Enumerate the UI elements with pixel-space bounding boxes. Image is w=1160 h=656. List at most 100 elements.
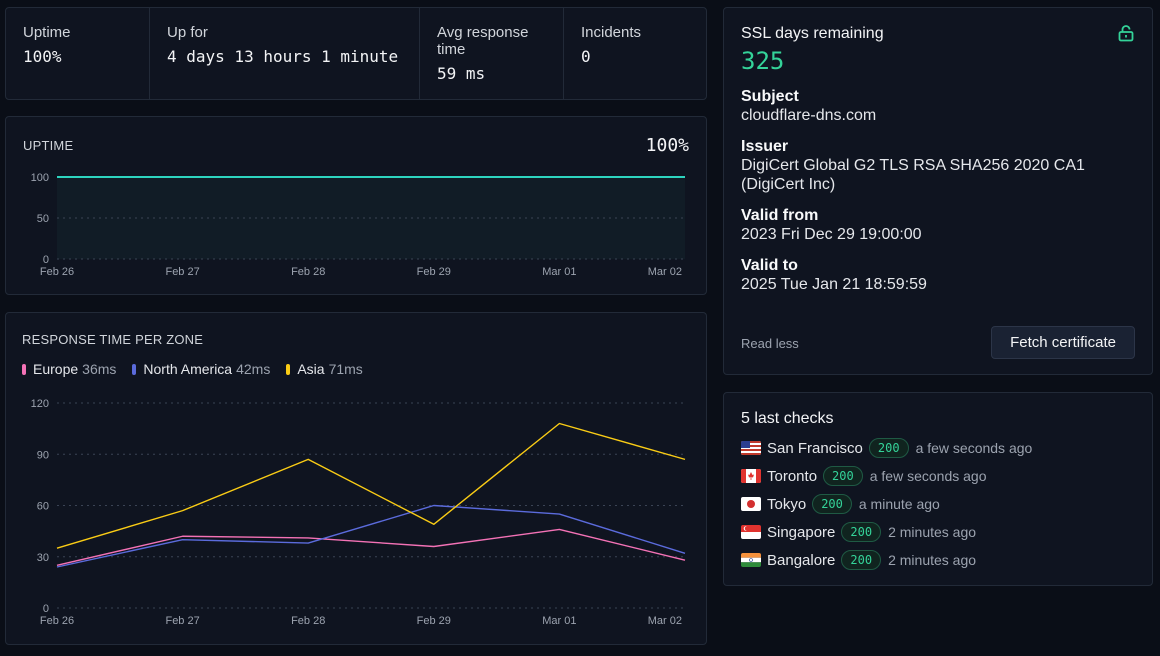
stat-incidents: Incidents 0: [564, 8, 706, 99]
stats-bar: Uptime 100% Up for 4 days 13 hours 1 min…: [5, 7, 707, 100]
status-badge: 200: [823, 466, 863, 486]
y-tick-label: 0: [43, 254, 49, 266]
us-flag-icon: [741, 441, 761, 455]
field-key: Valid from: [741, 207, 819, 224]
field-subject: Subject cloudflare-dns.com: [741, 87, 1135, 125]
list-item: Toronto 200 a few seconds ago: [741, 462, 1135, 490]
response-title: RESPONSE TIME PER ZONE: [22, 332, 204, 347]
north-america-line: [56, 504, 686, 568]
check-city: Singapore: [767, 523, 836, 541]
checks-list: San Francisco 200 a few seconds ago Toro…: [741, 434, 1135, 574]
list-item: San Francisco 200 a few seconds ago: [741, 434, 1135, 462]
legend-asia[interactable]: Asia 71ms: [286, 361, 363, 377]
legend-swatch: [22, 363, 26, 375]
y-tick-label: 90: [37, 449, 49, 461]
stat-value: 4 days 13 hours 1 minute: [167, 47, 399, 66]
stat-label: Up for: [167, 24, 208, 41]
uptime-chart: 0 50 100 Feb 26 Feb 27 Feb 28 Feb 29 Mar 01 Mar …: [31, 172, 686, 278]
fetch-certificate-button[interactable]: Fetch certificate: [991, 326, 1135, 359]
legend-value: 42ms: [236, 361, 271, 377]
field-valid-from: Valid from 2023 Fri Dec 29 19:00:00: [741, 206, 1135, 244]
field-valid-to: Valid to 2025 Tue Jan 21 18:59:59: [741, 256, 1135, 294]
x-tick-label: Mar 01: [542, 266, 576, 278]
uptime-value: 100%: [645, 135, 689, 156]
legend-swatch: [286, 363, 291, 375]
status-badge: 200: [841, 522, 882, 542]
y-tick-label: 60: [37, 501, 49, 513]
stat-uptime: Uptime 100%: [6, 8, 150, 99]
checks-title: 5 last checks: [741, 410, 834, 427]
x-tick-label: Feb 27: [165, 266, 199, 278]
check-time: a minute ago: [858, 496, 940, 512]
field-key: Subject: [741, 88, 799, 105]
stat-up-for: Up for 4 days 13 hours 1 minute: [150, 8, 420, 99]
legend-name: Asia: [297, 361, 325, 377]
field-value: cloudflare-dns.com: [741, 107, 877, 124]
check-city: Tokyo: [767, 495, 807, 513]
ssl-panel: SSL days remaining 325 Subject cloudflar…: [723, 7, 1153, 375]
read-less-link[interactable]: Read less: [741, 336, 799, 351]
stat-label: Uptime: [23, 24, 71, 41]
x-tick-label: Mar 02: [648, 615, 682, 627]
list-item: Bangalore 200 2 minutes ago: [741, 546, 1135, 574]
x-tick-label: Feb 27: [165, 615, 199, 627]
field-key: Issuer: [741, 138, 789, 155]
x-tick-label: Mar 02: [648, 266, 682, 278]
y-tick-label: 50: [37, 213, 49, 225]
x-tick-label: Feb 28: [291, 266, 325, 278]
x-tick-label: Feb 26: [40, 266, 74, 278]
field-issuer: Issuer DigiCert Global G2 TLS RSA SHA256…: [741, 137, 1135, 194]
check-city: San Francisco: [767, 439, 863, 457]
chart-legend: Europe 36ms North America 42ms Asia 71ms: [22, 361, 363, 377]
ca-flag-icon: [741, 469, 761, 483]
legend-swatch: [132, 363, 137, 375]
ssl-days-label: SSL days remaining: [741, 25, 884, 42]
list-item: Singapore 200 2 minutes ago: [741, 518, 1135, 546]
uptime-title: UPTIME: [23, 138, 74, 153]
stat-label: Avg response time: [437, 24, 529, 58]
status-badge: 200: [812, 494, 852, 514]
uptime-panel: 0 50 100 Feb 26 Feb 27 Feb 28 Feb 29 Mar 01 Mar …: [5, 116, 707, 295]
legend-north-america[interactable]: North America 42ms: [132, 361, 270, 377]
y-tick-label: 30: [37, 552, 49, 564]
check-time: 2 minutes ago: [888, 524, 977, 540]
stat-value: 0: [581, 47, 591, 66]
ssl-days-value: 325: [741, 47, 785, 75]
legend-europe[interactable]: Europe 36ms: [22, 361, 116, 377]
status-badge: 200: [868, 438, 909, 458]
check-city: Bangalore: [767, 551, 836, 569]
check-time: a few seconds ago: [869, 468, 987, 484]
sg-flag-icon: [741, 525, 761, 539]
asia-line: [56, 422, 686, 549]
y-tick-label: 120: [31, 398, 49, 410]
stat-value: 59 ms: [437, 64, 486, 83]
list-item: Tokyo 200 a minute ago: [741, 490, 1135, 518]
field-value: DigiCert Global G2 TLS RSA SHA256 2020 C…: [741, 157, 1085, 193]
field-value: 2023 Fri Dec 29 19:00:00: [741, 226, 922, 243]
field-value: 2025 Tue Jan 21 18:59:59: [741, 276, 927, 293]
x-tick-label: Mar 01: [542, 615, 576, 627]
check-time: a few seconds ago: [915, 440, 1033, 456]
legend-value: 71ms: [328, 361, 363, 377]
x-tick-label: Feb 29: [417, 615, 451, 627]
stat-avg-response: Avg response time 59 ms: [420, 8, 564, 99]
x-tick-label: Feb 28: [291, 615, 325, 627]
response-chart: 0 30 60 90 120 Feb 26 Feb 27 Feb 28 Feb 29 Mar 01…: [31, 398, 686, 627]
europe-line: [56, 528, 686, 566]
legend-value: 36ms: [82, 361, 117, 377]
y-tick-label: 100: [31, 172, 49, 184]
x-tick-label: Feb 26: [40, 615, 74, 627]
unlock-icon: [1117, 24, 1135, 47]
jp-flag-icon: [741, 497, 761, 511]
check-city: Toronto: [767, 467, 818, 485]
in-flag-icon: [741, 553, 761, 567]
legend-name: North America: [143, 361, 233, 377]
y-tick-label: 0: [43, 603, 49, 615]
check-time: 2 minutes ago: [888, 552, 977, 568]
checks-panel: 5 last checks San Francisco 200 a few se…: [723, 392, 1153, 586]
status-badge: 200: [841, 550, 882, 570]
stat-value: 100%: [23, 47, 62, 66]
x-tick-label: Feb 29: [417, 266, 451, 278]
stat-label: Incidents: [581, 24, 642, 41]
legend-name: Europe: [33, 361, 79, 377]
